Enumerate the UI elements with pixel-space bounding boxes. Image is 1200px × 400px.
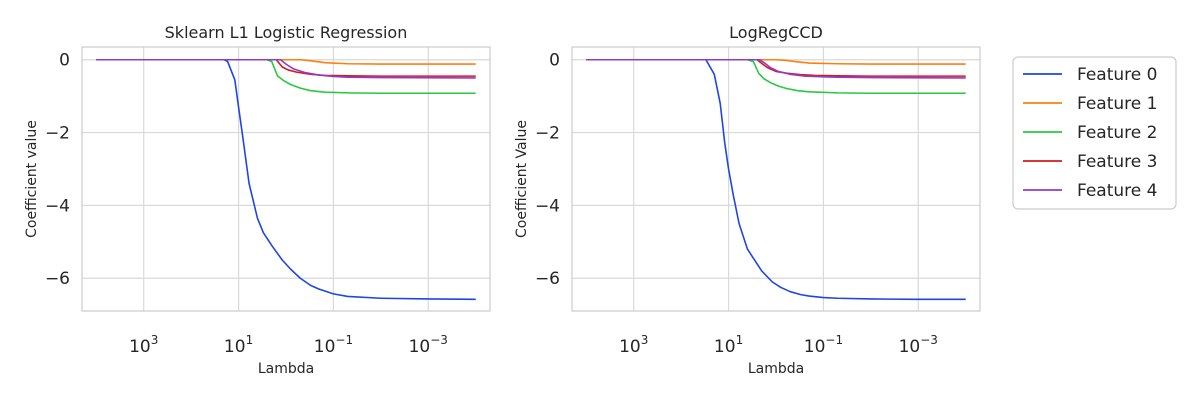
legend-label: Feature 4: [1077, 181, 1157, 201]
x-tick-exponent: −1: [335, 333, 353, 347]
x-tick-label: 10−3: [899, 333, 938, 357]
x-axis-label: Lambda: [748, 361, 804, 377]
legend-label: Feature 2: [1077, 123, 1157, 143]
x-tick-exponent: 3: [151, 333, 159, 347]
y-tick-label: −4: [535, 196, 560, 216]
x-tick-exponent: −3: [920, 333, 938, 347]
y-tick-label: 0: [59, 51, 70, 71]
x-tick-label: 101: [714, 333, 743, 357]
y-axis-label: Coefficient value: [24, 120, 40, 238]
legend: Feature 0 Feature 1 Feature 2 Feature 3 Feat…: [1012, 56, 1177, 210]
x-tick-label: 103: [129, 333, 158, 357]
x-tick-exponent: −1: [825, 333, 843, 347]
plot-frame: [81, 46, 491, 312]
y-tick-label: 0: [549, 51, 560, 71]
series-line-feature-3: [586, 58, 966, 77]
series-line-feature-3: [96, 58, 476, 77]
x-tick-label: 101: [224, 333, 253, 357]
x-tick-exponent: 1: [246, 333, 254, 347]
y-axis-label: Coefficient Value: [514, 120, 530, 238]
y-tick-label: −6: [45, 269, 70, 289]
x-tick-base: 10: [224, 337, 246, 357]
series-line-feature-4: [96, 58, 476, 79]
x-tick-base: 10: [129, 337, 151, 357]
y-tick-label: −6: [535, 269, 560, 289]
x-tick-exponent: 1: [736, 333, 744, 347]
x-tick-label: 10−1: [804, 333, 843, 357]
chart-title: LogRegCCD: [729, 23, 823, 42]
x-tick-base: 10: [619, 337, 641, 357]
x-tick-base: 10: [314, 337, 336, 357]
legend-label: Feature 3: [1077, 152, 1157, 172]
x-tick-label: 10−1: [314, 333, 353, 357]
x-tick-label: 10−3: [409, 333, 448, 357]
y-tick-label: −2: [45, 124, 70, 144]
chart-title: Sklearn L1 Logistic Regression: [165, 23, 408, 42]
y-tick-label: −2: [535, 124, 560, 144]
y-tick-label: −4: [45, 196, 70, 216]
x-tick-label: 103: [619, 333, 648, 357]
legend-box: [1012, 56, 1177, 210]
legend-label: Feature 0: [1077, 65, 1157, 85]
plot-frame: [571, 46, 981, 312]
x-tick-base: 10: [409, 337, 431, 357]
x-axis-label: Lambda: [258, 361, 314, 377]
x-tick-base: 10: [899, 337, 921, 357]
x-tick-exponent: −3: [430, 333, 448, 347]
series-line-feature-0: [96, 58, 476, 301]
series-line-feature-4: [586, 58, 966, 79]
series-line-feature-0: [586, 58, 966, 301]
x-tick-exponent: 3: [641, 333, 649, 347]
legend-label: Feature 1: [1077, 94, 1157, 114]
x-tick-base: 10: [714, 337, 736, 357]
x-tick-base: 10: [804, 337, 826, 357]
